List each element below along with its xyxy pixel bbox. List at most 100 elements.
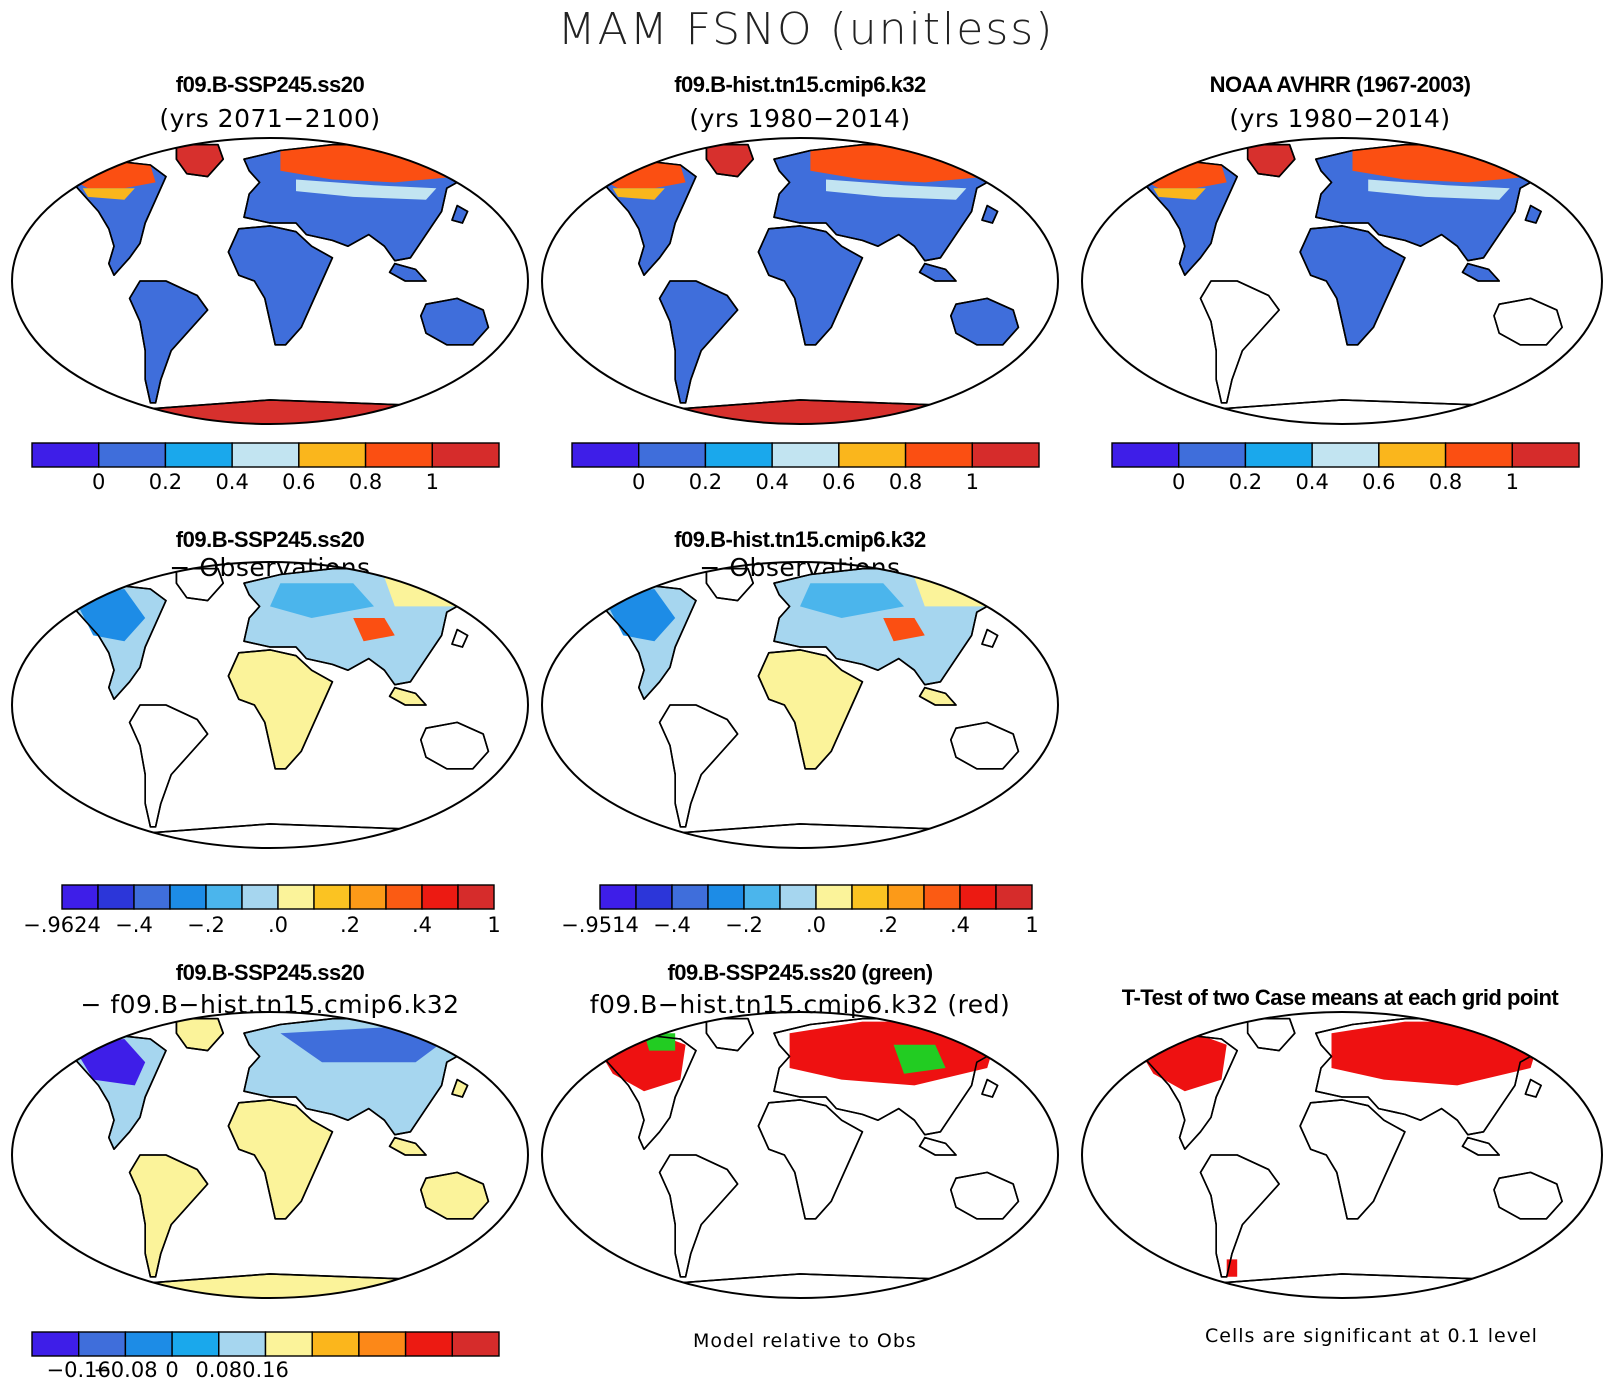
- colorbar-tick-label: .2: [877, 913, 899, 937]
- coastline-namerica: [586, 1032, 697, 1150]
- coastline-seasia: [918, 262, 957, 282]
- continent-africa: [1299, 1099, 1406, 1220]
- colorbar-swatch: [1378, 442, 1447, 468]
- continent-samerica: [658, 1154, 739, 1278]
- colorbar-tick-label: −.9624: [23, 913, 101, 937]
- colorbar-swatch: [1111, 442, 1180, 468]
- continent-seasia: [918, 262, 957, 282]
- colorbar-swatch: [707, 884, 745, 910]
- colorbar-swatch: [169, 884, 207, 910]
- coastline-namerica: [56, 1032, 167, 1150]
- continent-greenland: [1246, 1017, 1296, 1052]
- colorbar-swatch: [264, 1331, 313, 1357]
- panel-title-ttest: T-Test of two Case means at each grid po…: [1121, 985, 1559, 1010]
- continent-africa: [227, 225, 334, 346]
- snow-field-0: [1132, 1033, 1227, 1092]
- colorbar-swatch: [959, 884, 997, 910]
- coastline-namerica: [56, 158, 167, 276]
- colorbar-tick-label: 0.2: [1228, 470, 1263, 494]
- continent-samerica: [128, 704, 209, 828]
- colorbar-swatch: [171, 1331, 220, 1357]
- snow-field-2: [1368, 179, 1510, 200]
- snow-field-2: [893, 1044, 946, 1074]
- colorbar-tick-label: 1: [425, 470, 439, 494]
- colorbar-swatch: [851, 884, 889, 910]
- coastline-namerica: [586, 158, 697, 276]
- coastline-antarctica: [102, 823, 469, 848]
- colorbar-tick-label: .2: [339, 913, 361, 937]
- map-diffcase: [11, 1011, 529, 1299]
- map-sig: [541, 1011, 1059, 1299]
- colorbar-tick-label: 0.6: [282, 470, 316, 494]
- colorbar-swatch: [815, 884, 853, 910]
- continent-greenland: [1246, 143, 1296, 178]
- coastline-samerica: [128, 1154, 209, 1278]
- colorbar-swatch: [904, 442, 973, 468]
- colorbar-cb3: [1111, 442, 1580, 468]
- coastline-samerica: [1199, 280, 1280, 404]
- panel-title-diffcase: f09.B-SSP245.ss20: [175, 960, 365, 985]
- colorbar-tick-label: −.2: [187, 913, 225, 937]
- snow-field-2: [353, 618, 395, 642]
- coastline-japan: [451, 628, 469, 648]
- snow-field-3: [612, 188, 665, 200]
- colorbar-swatch: [1311, 442, 1380, 468]
- colorbar-swatch: [635, 884, 673, 910]
- coastline-africa: [757, 1099, 864, 1220]
- colorbar-swatch: [599, 884, 637, 910]
- continent-antarctica: [632, 1273, 999, 1298]
- coastline-namerica: [56, 582, 167, 700]
- colorbar-swatch: [887, 884, 925, 910]
- colorbar-tick-label: 0: [92, 470, 106, 494]
- colorbar-swatch: [349, 884, 387, 910]
- colorbar-tick-label: 0.16: [242, 1358, 289, 1382]
- coastline-africa: [227, 649, 334, 770]
- coastline-greenland: [1246, 143, 1296, 178]
- colorbar-tick-label: 0.2: [148, 470, 183, 494]
- colorbar-swatch: [241, 884, 279, 910]
- snow-field-1: [280, 1027, 447, 1063]
- colorbar-cb4: [61, 884, 495, 910]
- colorbar-tick-label: .4: [411, 913, 433, 937]
- continent-greenland: [175, 143, 224, 178]
- colorbar-tick-label: 1: [1505, 470, 1519, 494]
- colorbar-tick-label: 0: [1172, 470, 1186, 494]
- coastline-greenland: [705, 143, 754, 178]
- colorbar-swatch: [1511, 442, 1580, 468]
- continent-samerica: [128, 280, 209, 404]
- colorbar-swatch: [571, 442, 640, 468]
- coastline-africa: [757, 225, 864, 346]
- coastline-seasia: [388, 262, 427, 282]
- continent-greenland: [705, 1017, 754, 1052]
- coastline-africa: [757, 649, 864, 770]
- continent-africa: [227, 649, 334, 770]
- colorbar-swatch: [1244, 442, 1313, 468]
- continent-seasia: [388, 262, 427, 282]
- colorbar-swatch: [98, 442, 167, 468]
- continent-seasia: [918, 1136, 957, 1156]
- continent-seasia: [1461, 1136, 1500, 1156]
- snow-field-1: [1331, 1021, 1542, 1086]
- continent-antarctica: [102, 823, 469, 848]
- coastline-antarctica: [1173, 1273, 1542, 1298]
- colorbar-swatch: [771, 442, 840, 468]
- colorbar-swatch: [923, 884, 961, 910]
- coastline-samerica: [658, 1154, 739, 1278]
- continent-samerica: [658, 704, 739, 828]
- colorbar-tick-label: 0.4: [1295, 470, 1329, 494]
- continent-antarctica: [632, 823, 999, 848]
- coastline-greenland: [705, 567, 754, 602]
- coastline-greenland: [175, 1017, 224, 1052]
- snow-field-2: [826, 179, 967, 200]
- colorbar-swatch: [385, 884, 423, 910]
- colorbar-tick-label: 0.4: [215, 470, 249, 494]
- map-border: [11, 137, 529, 425]
- map-case2: [541, 137, 1059, 425]
- colorbar-swatch: [704, 442, 773, 468]
- coastline-seasia: [918, 686, 957, 706]
- map-ttest: [1081, 1011, 1603, 1299]
- coastline-namerica: [1126, 1032, 1238, 1150]
- colorbar-swatch: [779, 884, 817, 910]
- footnote-model-relative: Model relative to Obs: [693, 1330, 917, 1352]
- colorbar-swatch: [218, 1331, 267, 1357]
